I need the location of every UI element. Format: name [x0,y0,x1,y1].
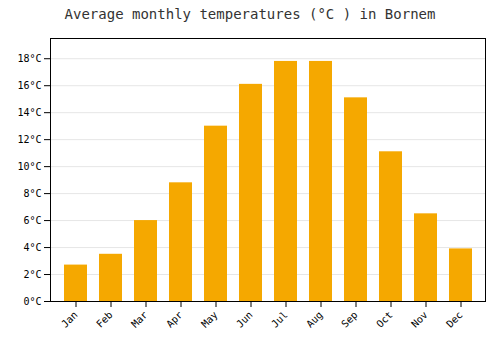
svg-text:Oct: Oct [374,309,395,330]
svg-text:Jul: Jul [269,309,290,330]
svg-text:Feb: Feb [94,309,115,330]
svg-text:14°C: 14°C [17,107,41,118]
svg-text:Jun: Jun [234,309,255,330]
svg-text:16°C: 16°C [17,80,41,91]
svg-text:Jan: Jan [59,309,80,330]
svg-text:6°C: 6°C [23,215,41,226]
svg-text:Apr: Apr [164,309,185,330]
svg-text:0°C: 0°C [23,296,41,307]
svg-text:May: May [199,309,220,330]
svg-text:Aug: Aug [304,309,325,330]
svg-text:Mar: Mar [129,309,150,330]
svg-text:8°C: 8°C [23,188,41,199]
svg-text:Sep: Sep [339,309,360,330]
html-text:Average monthly temperatures (: Average monthly temperatures (°C ) in Bo… [64,6,436,22]
svg-text:2°C: 2°C [23,269,41,280]
svg-text:18°C: 18°C [17,53,41,64]
svg-text:12°C: 12°C [17,134,41,145]
svg-text:4°C: 4°C [23,242,41,253]
svg-text:10°C: 10°C [17,161,41,172]
svg-text:Dec: Dec [444,309,465,330]
svg-text:Nov: Nov [409,309,430,330]
